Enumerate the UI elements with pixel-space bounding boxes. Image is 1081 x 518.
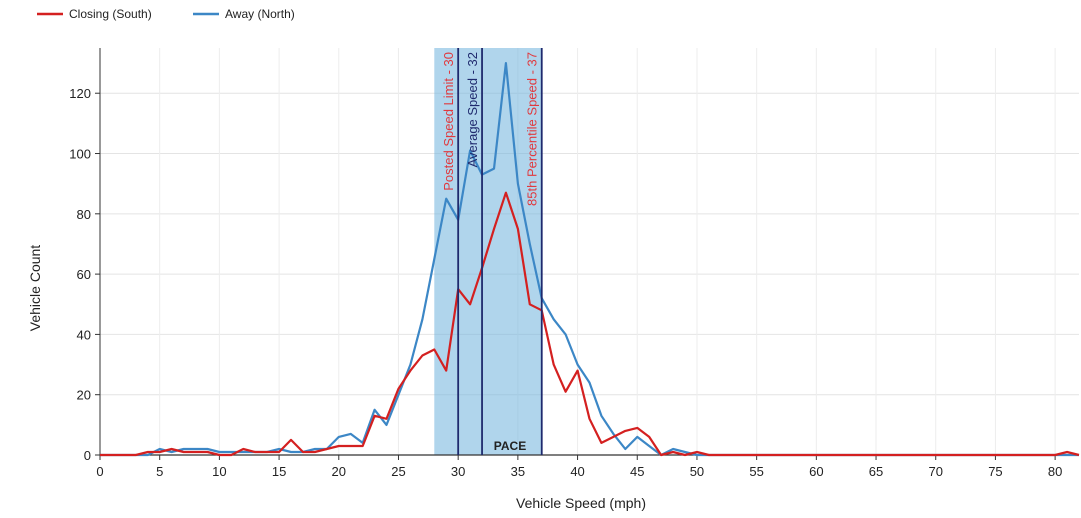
- x-tick-label: 55: [749, 464, 763, 479]
- x-tick-label: 80: [1048, 464, 1062, 479]
- reference-line-label: Average Speed - 32: [465, 52, 480, 167]
- legend-label-closing: Closing (South): [69, 7, 152, 21]
- x-tick-label: 15: [272, 464, 286, 479]
- y-tick-label: 40: [77, 327, 91, 342]
- x-tick-label: 45: [630, 464, 644, 479]
- x-tick-label: 70: [928, 464, 942, 479]
- x-tick-label: 25: [391, 464, 405, 479]
- x-tick-label: 75: [988, 464, 1002, 479]
- y-tick-label: 0: [84, 448, 91, 463]
- series-line-closing-south: [100, 191, 1080, 457]
- pace-label: PACE: [494, 439, 526, 453]
- legend-label-away: Away (North): [225, 7, 295, 21]
- x-tick-label: 50: [690, 464, 704, 479]
- x-tick-label: 0: [96, 464, 103, 479]
- x-tick-label: 30: [451, 464, 465, 479]
- x-tick-label: 35: [511, 464, 525, 479]
- grid: [100, 48, 1079, 455]
- x-tick-label: 5: [156, 464, 163, 479]
- x-tick-label: 65: [869, 464, 883, 479]
- series-lines: [100, 61, 1080, 457]
- x-tick-label: 20: [332, 464, 346, 479]
- x-axis-title: Vehicle Speed (mph): [516, 495, 646, 511]
- x-tick-label: 60: [809, 464, 823, 479]
- series-line-away-north: [100, 61, 1079, 457]
- y-tick-label: 20: [77, 388, 91, 403]
- reference-lines: Posted Speed Limit - 30 Average Speed - 3…: [441, 48, 543, 455]
- axes: 0 20 40 60 80 100 120 0 5 10 15 20 25 30 35 40 45 50 55 60 6…: [69, 48, 1079, 479]
- y-tick-label: 100: [69, 147, 91, 162]
- x-tick-label: 40: [570, 464, 584, 479]
- y-tick-label: 60: [77, 267, 91, 282]
- reference-line-label: 85th Percentile Speed - 37: [525, 52, 540, 206]
- legend: Closing (South) Away (North): [37, 7, 295, 21]
- reference-line-label: Posted Speed Limit - 30: [441, 52, 456, 191]
- y-tick-label: 80: [77, 207, 91, 222]
- x-tick-label: 10: [212, 464, 226, 479]
- y-axis-title: Vehicle Count: [27, 245, 43, 332]
- y-tick-label: 120: [69, 86, 91, 101]
